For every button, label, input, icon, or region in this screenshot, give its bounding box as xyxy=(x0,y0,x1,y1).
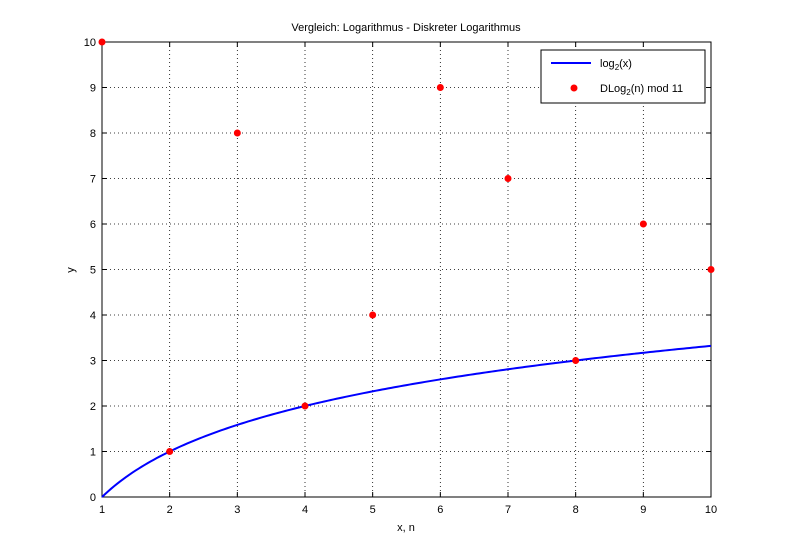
legend-box xyxy=(540,49,706,104)
dlog-data-point xyxy=(98,38,106,46)
dlog-data-point xyxy=(233,129,241,137)
x-tick-label: 1 xyxy=(99,504,105,516)
legend-entry-dlog2: DLog2(n) mod 11 xyxy=(600,83,683,97)
y-tick-label: 7 xyxy=(90,174,96,186)
legend-marker-swatch xyxy=(570,84,578,92)
y-tick-label: 8 xyxy=(90,128,96,140)
log2-curve xyxy=(101,344,712,498)
dlog-data-point xyxy=(707,266,715,273)
x-tick-label: 8 xyxy=(573,504,579,516)
y-tick-label: 5 xyxy=(90,265,96,277)
y-tick-label: 3 xyxy=(90,356,96,368)
legend: log2(x) DLog2(n) mod 11 xyxy=(540,49,706,104)
dlog-data-point xyxy=(572,357,580,364)
y-axis-label: y xyxy=(65,267,77,273)
dlog-data-point xyxy=(369,311,377,319)
dlog-data-point xyxy=(166,448,174,455)
y-tick-label: 0 xyxy=(90,492,96,504)
x-tick-label: 2 xyxy=(167,504,173,516)
x-tick-label: 10 xyxy=(705,504,717,516)
chart-title: Vergleich: Logarithmus - Diskreter Logar… xyxy=(291,22,521,34)
dlog-data-point xyxy=(301,402,309,410)
dlog-data-point xyxy=(504,175,512,182)
x-axis-label: x, n xyxy=(397,522,415,534)
y-tick-label: 4 xyxy=(90,310,96,322)
series-layer xyxy=(98,38,715,498)
legend-entry-log2: log2(x) xyxy=(600,58,632,72)
grid-lines xyxy=(102,42,711,497)
dlog-data-point xyxy=(436,84,444,91)
x-tick-label: 4 xyxy=(302,504,308,516)
y-tick-label: 6 xyxy=(90,219,96,231)
dlog-data-point xyxy=(639,220,647,228)
y-tick-label: 10 xyxy=(84,37,96,49)
x-tick-label: 6 xyxy=(437,504,443,516)
x-tick-label: 7 xyxy=(505,504,511,516)
y-tick-label: 1 xyxy=(90,447,96,459)
x-tick-label: 3 xyxy=(234,504,240,516)
y-tick-label: 9 xyxy=(90,83,96,95)
x-tick-label: 9 xyxy=(640,504,646,516)
x-tick-label: 5 xyxy=(370,504,376,516)
y-tick-label: 2 xyxy=(90,401,96,413)
